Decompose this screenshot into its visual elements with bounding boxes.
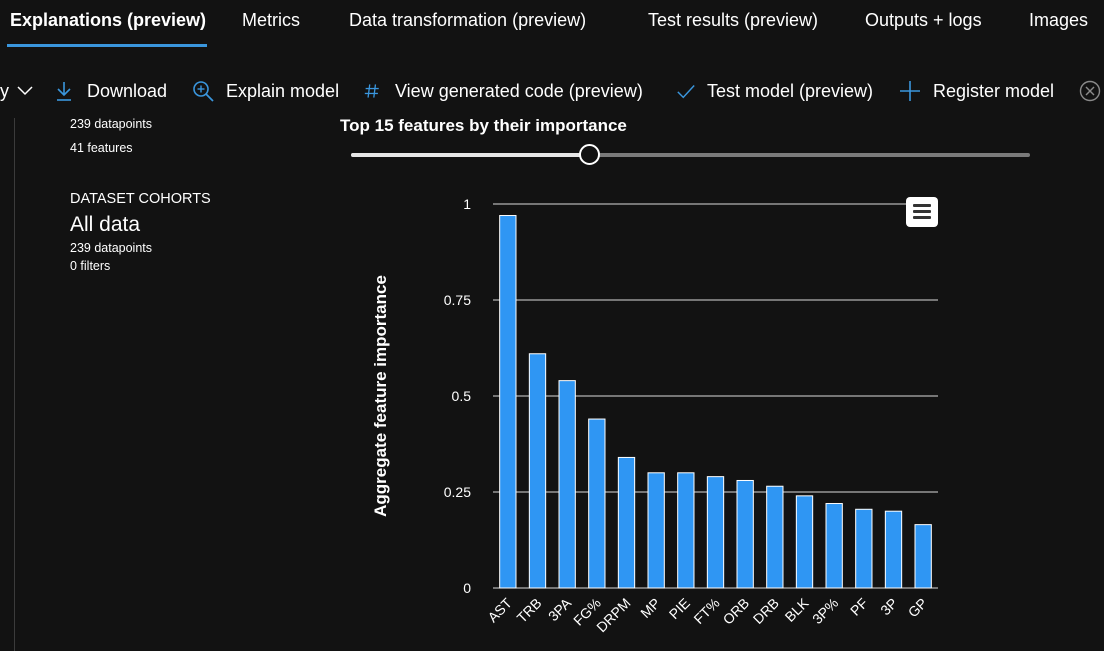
tab-metrics[interactable]: Metrics xyxy=(242,10,300,30)
bar-pf xyxy=(855,508,873,589)
download-button[interactable]: Download xyxy=(53,78,167,104)
y-tick-label: 0.25 xyxy=(444,484,471,500)
bar-fg xyxy=(588,418,606,589)
feature-importance-chart: 0 0.25 0.5 0.75 1 Aggregate feature importanc… xyxy=(371,196,938,635)
cohort-name: All data xyxy=(70,213,141,236)
x-tick-label: ORB xyxy=(720,595,753,628)
top-features-slider-title: Top 15 features by their importance xyxy=(340,116,627,135)
bar-trb xyxy=(528,353,547,589)
bar-3p xyxy=(884,510,903,589)
tab-explanations[interactable]: Explanations (preview) xyxy=(10,10,207,30)
x-tick-label: PIE xyxy=(666,595,693,622)
top-features-slider[interactable] xyxy=(351,144,1030,165)
bar-drb xyxy=(766,485,784,589)
cancel-button[interactable] xyxy=(1079,78,1101,104)
y-tick-label: 0.5 xyxy=(452,388,472,404)
chart-menu-button[interactable] xyxy=(906,197,938,227)
view-generated-code-button[interactable]: View generated code (preview) xyxy=(364,78,643,104)
hash-icon xyxy=(364,84,379,98)
x-tick-label: TRB xyxy=(514,595,545,626)
y-tick-label: 0.75 xyxy=(444,292,471,308)
tab-bar: Explanations (preview) Metrics Data tran… xyxy=(0,0,1104,48)
bar-ft xyxy=(706,476,725,589)
bar-3p xyxy=(825,503,843,589)
active-tab-indicator xyxy=(7,44,207,47)
x-tick-label: BLK xyxy=(782,594,812,624)
bar-orb xyxy=(736,479,754,589)
slider-fill xyxy=(351,153,589,157)
zoom-in-icon xyxy=(193,81,214,102)
chevron-down-icon xyxy=(17,86,33,96)
download-label: Download xyxy=(87,80,168,101)
bar-blk xyxy=(795,495,814,589)
y-tick-label: 1 xyxy=(463,196,471,212)
register-model-button[interactable]: Register model xyxy=(899,78,1054,104)
tab-images[interactable]: Images xyxy=(1029,10,1089,30)
panel-divider xyxy=(14,118,15,651)
dataset-cohorts-heading: DATASET COHORTS xyxy=(70,191,211,207)
explain-model-button[interactable]: Explain model xyxy=(192,78,339,104)
register-model-label: Register model xyxy=(933,80,1055,101)
x-tick-label: 3P% xyxy=(809,595,841,627)
bar-gp xyxy=(914,524,932,589)
x-tick-label: MP xyxy=(637,595,663,621)
toolbar: y Download Explain model View generated … xyxy=(0,70,1104,110)
x-tick-label: PF xyxy=(847,595,871,619)
x-tick-label: 3P xyxy=(877,595,900,618)
tab-test-results[interactable]: Test results (preview) xyxy=(648,10,819,30)
tab-outputs-logs[interactable]: Outputs + logs xyxy=(865,10,982,30)
tab-data-transformation[interactable]: Data transformation (preview) xyxy=(349,10,587,30)
checkmark-icon xyxy=(677,85,695,99)
x-tick-label: DRB xyxy=(750,595,782,627)
cohort-datapoints: 239 datapoints xyxy=(70,241,153,255)
features-count: 41 features xyxy=(70,141,133,155)
bar-ast xyxy=(499,215,517,589)
test-model-button[interactable]: Test model (preview) xyxy=(676,78,873,104)
x-tick-label: GP xyxy=(905,595,931,621)
view-generated-code-label: View generated code (preview) xyxy=(395,80,643,101)
x-tick-label: 3PA xyxy=(545,594,575,624)
bar-pie xyxy=(677,472,695,589)
overflow-dropdown-label: y xyxy=(0,80,9,101)
slider-thumb[interactable] xyxy=(578,144,600,165)
y-tick-label: 0 xyxy=(463,580,471,596)
explain-model-label: Explain model xyxy=(226,80,340,101)
plus-icon xyxy=(900,81,920,101)
y-axis-label: Aggregate feature importance xyxy=(371,275,390,517)
download-icon xyxy=(57,82,71,101)
cancel-circle-icon xyxy=(1079,80,1101,102)
cohort-filters: 0 filters xyxy=(70,259,111,273)
x-tick-label: AST xyxy=(484,594,515,625)
x-tick-label: FT% xyxy=(690,595,722,627)
datapoints-count: 239 datapoints xyxy=(70,117,153,131)
overflow-dropdown-button[interactable]: y xyxy=(0,78,33,104)
test-model-label: Test model (preview) xyxy=(707,80,874,101)
x-tick-label: DRPM xyxy=(593,595,633,635)
bar-3pa xyxy=(558,380,576,589)
bar-mp xyxy=(647,472,665,589)
bar-drpm xyxy=(617,456,636,589)
